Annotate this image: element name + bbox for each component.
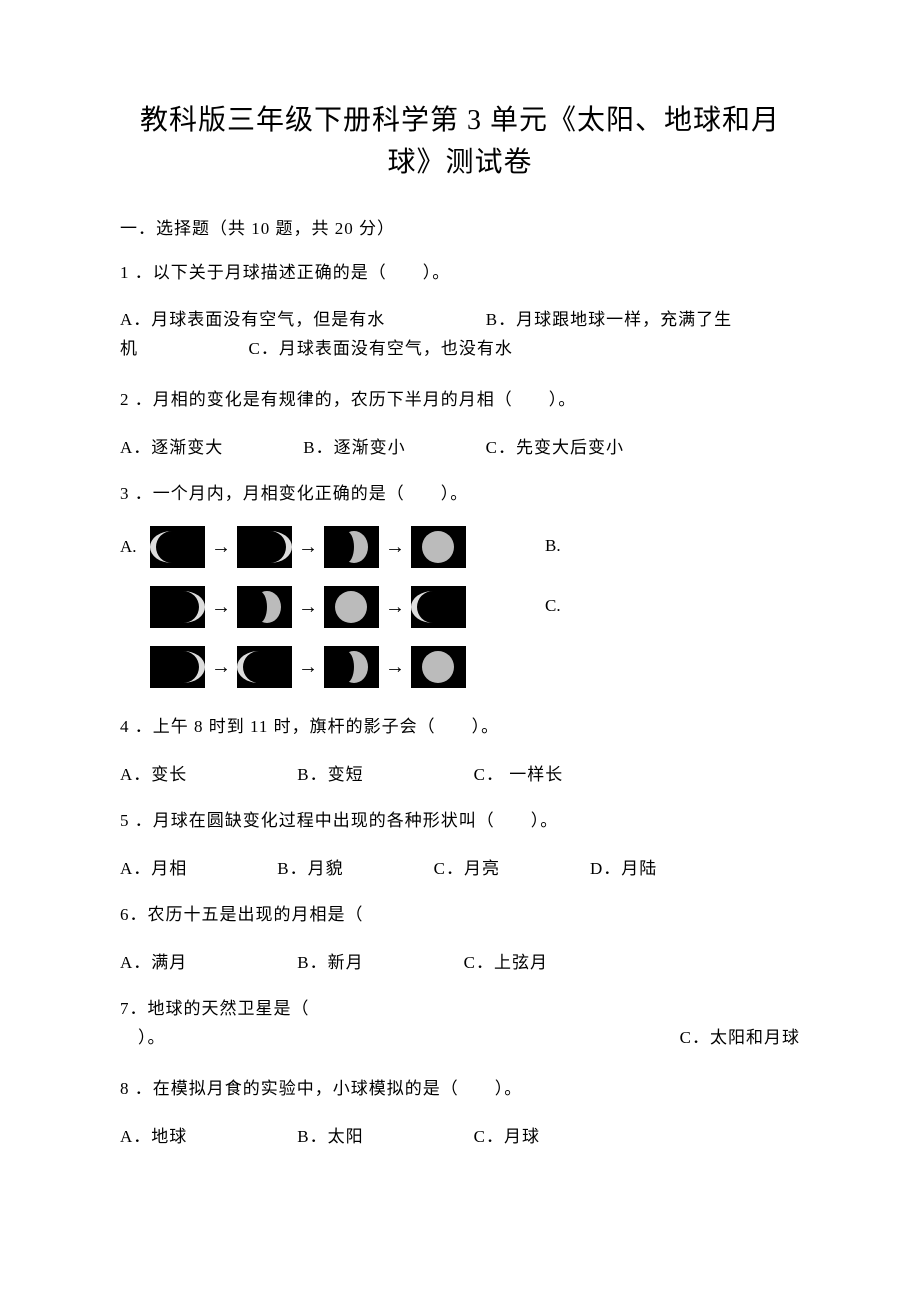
arrow-icon: → [298,536,318,559]
question-7-text-1: 7．地球的天然卫星是（ [120,999,310,1018]
section-header: 一．选择题（共 10 题，共 20 分） [120,214,800,239]
title-line-1: 教科版三年级下册科学第 3 单元《太阳、地球和月 [140,105,780,136]
arrow-icon: → [211,596,231,619]
q5-opt-c: C．月亮 [434,854,500,879]
moon-phase-diagrams: B. C. A. → → → → → → [120,526,800,688]
q1-opt-c: C．月球表面没有空气，也没有水 [249,339,513,358]
q3-label-c: C. [545,596,561,616]
arrow-icon: → [385,536,405,559]
title-line-2: 球》测试卷 [387,147,532,178]
page-title: 教科版三年级下册科学第 3 单元《太阳、地球和月 球》测试卷 [120,100,800,184]
moon-crescent-left-icon [150,526,205,568]
q6-opt-b: B．新月 [297,948,363,973]
moon-crescent-right-icon [150,586,205,628]
q3-label-b: B. [545,536,561,556]
q1-opt-b2: 机 [120,339,138,358]
q4-opt-b: B．变短 [297,760,363,785]
question-8-options: A．地球 B．太阳 C．月球 [120,1122,800,1147]
q4-opt-c: C． 一样长 [474,760,564,785]
q2-opt-a: A．逐渐变大 [120,433,223,458]
arrow-icon: → [298,656,318,679]
arrow-icon: → [298,596,318,619]
question-3-text: 3 ．一个月内，月相变化正确的是（ ）。 [120,480,800,509]
q1-opt-b: B．月球跟地球一样，充满了生 [486,310,732,329]
moon-full-icon [411,646,466,688]
moon-row-c: → → → [120,646,800,688]
q6-opt-c: C．上弦月 [464,948,548,973]
question-5-options: A．月相 B．月貌 C．月亮 D．月陆 [120,854,800,879]
arrow-icon: → [211,536,231,559]
arrow-icon: → [385,596,405,619]
q5-opt-a: A．月相 [120,854,187,879]
moon-crescent-right-icon [150,646,205,688]
moon-full-icon [411,526,466,568]
moon-gibbous-icon [237,586,292,628]
question-1-options: A．月球表面没有空气，但是有水 B．月球跟地球一样，充满了生 机 C．月球表面没… [120,306,800,364]
q4-opt-a: A．变长 [120,760,187,785]
question-5-text: 5 ．月球在圆缺变化过程中出现的各种形状叫（ ）。 [120,807,800,836]
question-6-options: A．满月 B．新月 C．上弦月 [120,948,800,973]
moon-crescent-left-icon [411,586,466,628]
q2-opt-c: C．先变大后变小 [486,433,624,458]
question-1-text: 1 ．以下关于月球描述正确的是（ ）。 [120,259,800,288]
question-2-text: 2 ．月相的变化是有规律的，农历下半月的月相（ ）。 [120,386,800,415]
question-4-text: 4 ．上午 8 时到 11 时，旗杆的影子会（ ）。 [120,713,800,742]
arrow-icon: → [211,656,231,679]
moon-gibbous-icon [324,646,379,688]
question-7-text-2: ）。 [120,1028,166,1047]
moon-full-icon [324,586,379,628]
moon-row-a: A. → → → [120,526,800,568]
q8-opt-b: B．太阳 [297,1122,363,1147]
arrow-icon: → [385,656,405,679]
q8-opt-c: C．月球 [474,1122,540,1147]
moon-crescent-left-icon [237,646,292,688]
question-4-options: A．变长 B．变短 C． 一样长 [120,760,800,785]
question-6-text: 6．农历十五是出现的月相是（ [120,901,800,930]
question-2-options: A．逐渐变大 B．逐渐变小 C．先变大后变小 [120,433,800,458]
q1-opt-a: A．月球表面没有空气，但是有水 [120,310,385,329]
moon-gibbous-icon [324,526,379,568]
moon-crescent-right-icon [237,526,292,568]
q3-label-a: A. [120,537,142,557]
question-7-block: 7．地球的天然卫星是（ ）。 C．太阳和月球 [120,995,800,1053]
q5-opt-d: D．月陆 [590,854,657,879]
q7-opt-c: C．太阳和月球 [680,1028,800,1047]
q6-opt-a: A．满月 [120,948,187,973]
moon-row-b: → → → [120,586,800,628]
question-8-text: 8 ．在模拟月食的实验中，小球模拟的是（ ）。 [120,1075,800,1104]
q8-opt-a: A．地球 [120,1122,187,1147]
q5-opt-b: B．月貌 [277,854,343,879]
q2-opt-b: B．逐渐变小 [303,433,405,458]
